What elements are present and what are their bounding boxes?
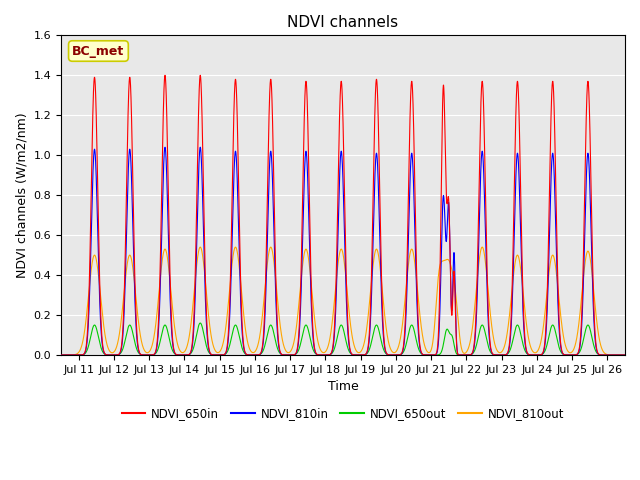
Legend: NDVI_650in, NDVI_810in, NDVI_650out, NDVI_810out: NDVI_650in, NDVI_810in, NDVI_650out, NDV… — [117, 402, 569, 425]
Title: NDVI channels: NDVI channels — [287, 15, 399, 30]
Text: BC_met: BC_met — [72, 45, 125, 58]
X-axis label: Time: Time — [328, 380, 358, 393]
Y-axis label: NDVI channels (W/m2/nm): NDVI channels (W/m2/nm) — [15, 112, 28, 278]
